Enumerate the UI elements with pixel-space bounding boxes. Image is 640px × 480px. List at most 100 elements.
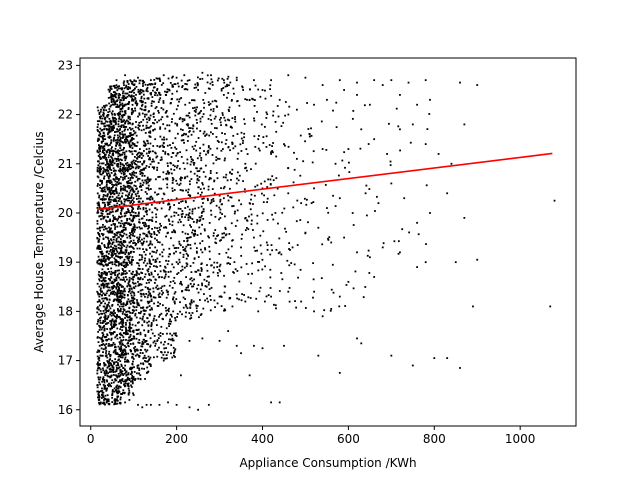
scatter-point <box>347 161 350 164</box>
scatter-point <box>184 250 187 253</box>
scatter-point <box>134 167 137 170</box>
y-tick-label: 21 <box>58 157 73 171</box>
scatter-point <box>132 278 135 281</box>
scatter-point <box>373 138 376 141</box>
scatter-point <box>248 374 251 377</box>
scatter-point <box>352 287 355 290</box>
scatter-point <box>145 113 148 116</box>
scatter-point <box>96 169 99 171</box>
scatter-point <box>135 337 138 340</box>
scatter-point <box>156 87 159 90</box>
scatter-point <box>194 232 196 235</box>
scatter-point <box>139 79 142 82</box>
scatter-point <box>220 149 223 152</box>
scatter-point <box>133 223 136 226</box>
scatter-point <box>222 197 225 200</box>
scatter-point <box>116 297 119 300</box>
scatter-point <box>179 178 182 180</box>
scatter-point <box>119 354 122 357</box>
scatter-point <box>144 286 147 289</box>
scatter-point <box>133 251 135 253</box>
scatter-point <box>182 189 184 192</box>
scatter-point <box>150 195 153 198</box>
scatter-point <box>364 286 367 288</box>
scatter-point <box>159 314 161 316</box>
scatter-point <box>154 191 156 194</box>
scatter-point <box>168 129 171 132</box>
scatter-point <box>100 182 103 185</box>
scatter-point <box>221 236 224 239</box>
scatter-point <box>124 352 127 354</box>
scatter-point <box>257 147 260 150</box>
scatter-point <box>122 222 124 225</box>
scatter-point <box>96 261 99 264</box>
scatter-point <box>149 114 152 117</box>
scatter-point <box>126 181 129 183</box>
scatter-point <box>146 349 149 352</box>
scatter-point <box>132 110 135 112</box>
scatter-point <box>129 349 132 351</box>
scatter-point <box>137 262 140 265</box>
scatter-point <box>122 308 125 310</box>
scatter-point <box>167 202 170 205</box>
scatter-point <box>207 101 210 104</box>
scatter-point <box>197 192 199 195</box>
scatter-point <box>105 181 108 184</box>
scatter-point <box>166 170 169 173</box>
scatter-point <box>127 339 130 342</box>
scatter-point <box>125 119 128 122</box>
scatter-point <box>135 271 138 274</box>
scatter-point <box>98 235 101 238</box>
scatter-point <box>97 202 100 205</box>
scatter-point <box>215 156 218 159</box>
scatter-point <box>194 83 197 86</box>
scatter-point <box>133 184 136 187</box>
scatter-point <box>196 106 198 109</box>
scatter-point <box>109 201 112 203</box>
scatter-point <box>123 368 126 371</box>
scatter-point <box>236 270 239 272</box>
scatter-point <box>133 143 136 146</box>
scatter-point <box>107 310 110 313</box>
scatter-point <box>111 396 114 399</box>
scatter-point <box>112 200 115 202</box>
scatter-point <box>107 128 110 131</box>
scatter-point <box>185 286 188 289</box>
scatter-point <box>220 116 222 119</box>
scatter-point <box>133 144 136 147</box>
scatter-point <box>368 256 371 259</box>
scatter-point <box>216 261 219 264</box>
scatter-point <box>148 226 150 229</box>
scatter-point <box>98 271 100 273</box>
scatter-point <box>191 312 194 314</box>
scatter-point <box>120 295 123 298</box>
scatter-point <box>184 216 187 218</box>
scatter-point <box>131 98 133 101</box>
scatter-point <box>114 398 116 401</box>
scatter-point <box>156 94 159 97</box>
scatter-point <box>299 219 302 221</box>
scatter-point <box>99 117 102 120</box>
scatter-point <box>120 209 123 212</box>
scatter-point <box>97 292 99 295</box>
scatter-point <box>110 92 113 95</box>
scatter-point <box>100 260 102 262</box>
scatter-point <box>272 218 275 221</box>
scatter-point <box>134 350 136 353</box>
scatter-point <box>338 79 341 82</box>
scatter-point <box>104 347 107 350</box>
scatter-point <box>104 205 106 208</box>
scatter-point <box>275 177 278 180</box>
scatter-point <box>159 332 162 334</box>
scatter-point <box>97 164 100 167</box>
scatter-point <box>229 149 231 152</box>
scatter-point <box>103 216 105 219</box>
scatter-point <box>397 125 400 128</box>
scatter-point <box>194 144 197 147</box>
scatter-point <box>104 346 107 349</box>
scatter-point <box>98 295 101 298</box>
scatter-point <box>96 207 99 209</box>
scatter-point <box>241 85 244 88</box>
scatter-point <box>100 263 103 266</box>
scatter-point <box>185 276 187 278</box>
